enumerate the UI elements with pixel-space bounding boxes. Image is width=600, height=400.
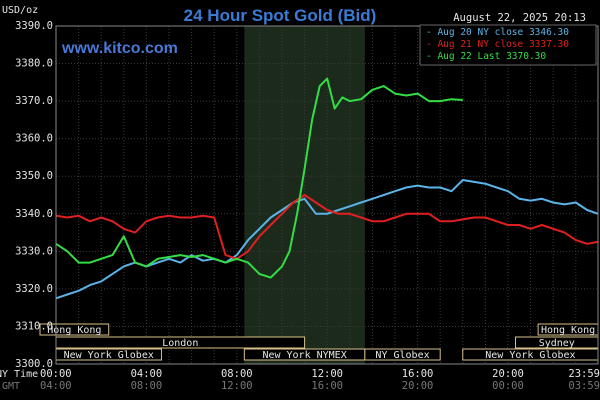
session-label: Hong Kong xyxy=(47,325,101,336)
y-tick-label: 3390.0 xyxy=(15,20,53,32)
axes: 3390.0 3380.0 3370.0 3360.0 3350.0 3340.0 3330… xyxy=(15,20,600,392)
x-tick-label-gmt: 04:00 xyxy=(40,380,72,392)
x-tick-label-ny: 00:00 xyxy=(40,368,72,380)
x-tick-label-ny: 04:00 xyxy=(131,368,163,380)
x-tick-label-gmt: 12:00 xyxy=(221,380,253,392)
session-label: NY Globex xyxy=(375,350,429,361)
timestamp: August 22, 2025 20:13 xyxy=(453,12,586,24)
session-bar xyxy=(364,348,441,361)
legend-entry: - Aug 20 NY close 3346.30 xyxy=(426,27,569,38)
ny-time-row-label: NY Time xyxy=(0,369,38,380)
y-tick-label: 3310.0 xyxy=(15,320,53,332)
session-label: London xyxy=(162,338,198,349)
session-label: New York Globex xyxy=(485,350,575,361)
x-tick-label-ny: 16:00 xyxy=(402,368,434,380)
gmt-row-label: GMT xyxy=(2,381,20,392)
x-tick-label-gmt: 20:00 xyxy=(402,380,434,392)
session-bar xyxy=(39,323,110,336)
site-watermark: www.kitco.com xyxy=(61,40,178,57)
session-label: Hong Kong xyxy=(541,325,595,336)
x-tick-label-ny: 23:59 xyxy=(568,368,600,380)
legend-entry: - Aug 22 Last 3370.30 xyxy=(426,51,546,62)
chart-title: 24 Hour Spot Gold (Bid) xyxy=(184,6,377,25)
legend-box xyxy=(419,24,597,66)
session-label: New York NYMEX xyxy=(262,350,346,361)
x-tick-label-gmt: 08:00 xyxy=(131,380,163,392)
plot-frame xyxy=(55,25,599,365)
x-tick-label-gmt: 03:59 xyxy=(568,380,600,392)
x-tick-label-ny: 20:00 xyxy=(492,368,524,380)
x-tick-label-gmt: 16:00 xyxy=(311,380,343,392)
legend-entry: - Aug 21 NY close 3337.30 xyxy=(426,39,569,50)
y-tick-label: 3330.0 xyxy=(15,245,53,257)
y-tick-label: 3350.0 xyxy=(15,170,53,182)
session-bars: Hong Kong London New York Globex New York N… xyxy=(39,323,599,361)
session-label: New York Globex xyxy=(64,350,154,361)
x-tick-label-ny: 12:00 xyxy=(311,368,343,380)
series-line-3 xyxy=(55,77,463,279)
x-tick-label-gmt: 00:00 xyxy=(492,380,524,392)
x-tick-label-ny: 08:00 xyxy=(221,368,253,380)
y-tick-label: 3300.0 xyxy=(15,358,53,370)
y-tick-label: 3370.0 xyxy=(15,95,53,107)
y-tick-label: 3340.0 xyxy=(15,208,53,220)
y-tick-label: 3320.0 xyxy=(15,283,53,295)
y-tick-label: 3380.0 xyxy=(15,58,53,70)
series-lines xyxy=(55,77,599,300)
unit-label: USD/oz xyxy=(2,5,38,16)
session-label: Sydney xyxy=(539,338,575,349)
series-line-2 xyxy=(55,194,599,260)
y-tick-label: 3360.0 xyxy=(15,133,53,145)
legend: - Aug 20 NY close 3346.30- Aug 21 NY clo… xyxy=(419,24,597,66)
